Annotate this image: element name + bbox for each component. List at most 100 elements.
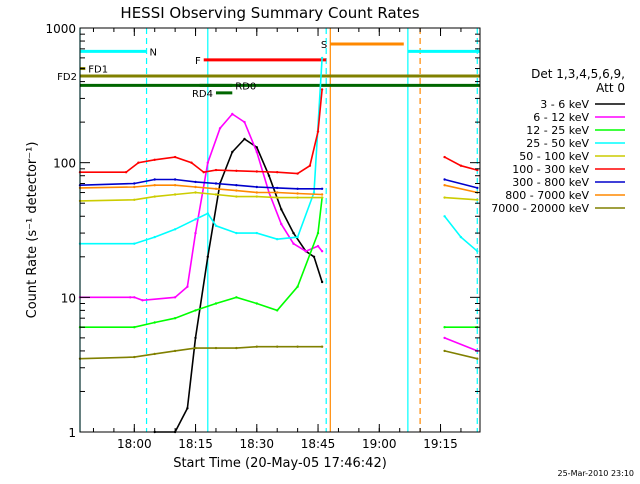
series-point-6-12-kev-0-17 xyxy=(320,250,324,253)
series-100-300-kev xyxy=(78,88,479,175)
series-point-12-25-kev-0-7 xyxy=(255,302,258,305)
y-tick-label-100: 100 xyxy=(53,157,76,171)
series-300-800-kev xyxy=(78,178,479,190)
series-point-3-6-kev-0-6 xyxy=(231,150,234,154)
series-point-100-300-kev-0-11 xyxy=(296,172,299,175)
y-tick-label-10: 10 xyxy=(61,291,76,305)
series-point-800-7000-kev-1-0 xyxy=(443,184,446,187)
chart-title: HESSI Observing Summary Count Rates xyxy=(120,4,419,22)
series-point-100-300-kev-0-14 xyxy=(320,88,324,91)
series-point-7000-20000-kev-1-1 xyxy=(476,357,479,360)
series-point-6-12-kev-0-7 xyxy=(206,161,209,164)
series-point-50-100-kev-0-5 xyxy=(214,193,218,196)
series-point-300-800-kev-0-3 xyxy=(173,178,177,181)
series-point-25-50-kev-0-8 xyxy=(255,231,258,235)
x-axis-label: Start Time (20-May-05 17:46:42) xyxy=(173,456,387,471)
series-point-800-7000-kev-0-5 xyxy=(214,187,218,190)
x-tick-label-18-45: 18:45 xyxy=(301,437,336,451)
series-point-25-50-kev-0-9 xyxy=(276,238,279,241)
series-point-50-100-kev-1-1 xyxy=(476,198,479,201)
series-point-25-50-kev-0-12 xyxy=(320,56,324,60)
series-point-50-100-kev-0-10 xyxy=(320,196,324,199)
series-point-800-7000-kev-0-3 xyxy=(173,184,177,187)
series-point-6-12-kev-0-13 xyxy=(280,222,283,226)
series-line-6-12-kev-1 xyxy=(444,337,478,352)
series-point-100-300-kev-0-10 xyxy=(276,171,279,174)
x-tick-label-19-00: 19:00 xyxy=(362,437,397,451)
series-point-25-50-kev-0-11 xyxy=(312,191,316,194)
series-7000-20000-kev xyxy=(78,345,479,360)
flag-label-s-3: S xyxy=(321,40,327,51)
series-point-100-300-kev-0-2 xyxy=(137,161,140,164)
series-point-50-100-kev-0-3 xyxy=(173,193,177,196)
series-point-100-300-kev-0-13 xyxy=(316,130,320,133)
series-point-100-300-kev-0-6 xyxy=(202,171,205,174)
series-point-50-100-kev-0-7 xyxy=(255,195,258,198)
series-line-300-800-kev-1 xyxy=(444,178,478,189)
series-point-3-6-kev-0-7 xyxy=(243,137,246,141)
series-point-100-300-kev-0-4 xyxy=(173,155,177,159)
series-point-3-6-kev-0-9 xyxy=(267,174,271,177)
series-point-800-7000-kev-0-7 xyxy=(255,191,258,194)
series-point-7000-20000-kev-1-0 xyxy=(443,349,446,353)
legend-label-800-7000-kev: 800 - 7000 keV xyxy=(505,189,589,202)
series-point-6-12-kev-0-15 xyxy=(304,250,307,253)
series-point-50-100-kev-0-1 xyxy=(133,198,136,201)
series-point-300-800-kev-0-6 xyxy=(235,184,238,187)
series-point-12-25-kev-0-2 xyxy=(153,321,156,324)
series-point-800-7000-kev-0-8 xyxy=(276,191,279,194)
series-point-50-100-kev-0-4 xyxy=(194,191,197,194)
legend-label-300-800-kev: 300 - 800 keV xyxy=(512,176,589,189)
flag-label-f-2: F xyxy=(195,56,201,67)
series-point-7000-20000-kev-0-8 xyxy=(276,345,279,348)
series-point-6-12-kev-0-14 xyxy=(292,242,295,245)
series-point-100-300-kev-0-8 xyxy=(235,169,238,172)
series-point-7000-20000-kev-0-3 xyxy=(173,349,177,353)
series-point-100-300-kev-1-0 xyxy=(443,155,446,159)
series-point-6-12-kev-0-4 xyxy=(173,296,177,299)
plot-frame xyxy=(79,27,481,433)
series-point-50-100-kev-0-8 xyxy=(276,196,279,199)
series-point-6-12-kev-0-10 xyxy=(243,120,246,124)
series-point-800-7000-kev-0-6 xyxy=(235,189,238,192)
series-12-25-kev xyxy=(78,196,479,329)
series-point-25-50-kev-0-3 xyxy=(173,228,177,231)
series-25-50-kev xyxy=(78,56,479,253)
series-point-25-50-kev-1-1 xyxy=(459,235,463,239)
legend-title-line-0: Det 1,3,4,5,6,9, xyxy=(531,67,625,81)
series-point-6-12-kev-0-6 xyxy=(194,231,197,235)
legend-label-100-300-kev: 100 - 300 keV xyxy=(512,163,589,176)
series-point-50-100-kev-0-9 xyxy=(296,196,299,199)
series-line-800-7000-kev-1 xyxy=(444,184,478,194)
flag-label-fd2-5: FD2 xyxy=(57,72,77,83)
series-point-50-100-kev-0-2 xyxy=(153,195,156,198)
series-point-25-50-kev-1-2 xyxy=(476,250,479,253)
legend-label-50-100-kev: 50 - 100 keV xyxy=(519,150,589,163)
series-point-12-25-kev-0-4 xyxy=(194,309,197,312)
series-point-3-6-kev-0-10 xyxy=(280,208,283,211)
series-point-300-800-kev-0-7 xyxy=(255,185,258,189)
legend-label-12-25-kev: 12 - 25 keV xyxy=(526,124,589,137)
series-point-7000-20000-kev-0-4 xyxy=(194,346,197,350)
series-point-6-12-kev-0-2 xyxy=(133,296,136,299)
series-6-12-kev xyxy=(78,112,479,353)
series-point-800-7000-kev-0-1 xyxy=(133,185,136,189)
series-point-300-800-kev-0-1 xyxy=(133,182,136,185)
flag-label-rd4-8: RD4 xyxy=(192,89,213,100)
series-point-6-12-kev-1-0 xyxy=(443,336,446,340)
footer-timestamp: 25-Mar-2010 23:10 xyxy=(558,469,635,478)
series-point-300-800-kev-0-4 xyxy=(194,180,197,184)
y-tick-label-1: 1 xyxy=(68,426,76,440)
series-point-6-12-kev-0-1 xyxy=(129,296,132,299)
series-point-3-6-kev-0-8 xyxy=(255,146,258,149)
series-point-300-800-kev-0-10 xyxy=(320,187,324,190)
series-point-800-7000-kev-0-9 xyxy=(296,192,299,195)
series-point-100-300-kev-1-2 xyxy=(476,168,479,172)
series-point-6-12-kev-0-11 xyxy=(255,150,258,154)
series-point-300-800-kev-1-0 xyxy=(443,178,446,181)
series-point-25-50-kev-0-5 xyxy=(206,212,209,215)
x-tick-label-18-30: 18:30 xyxy=(239,437,274,451)
series-point-7000-20000-kev-0-2 xyxy=(153,352,156,356)
